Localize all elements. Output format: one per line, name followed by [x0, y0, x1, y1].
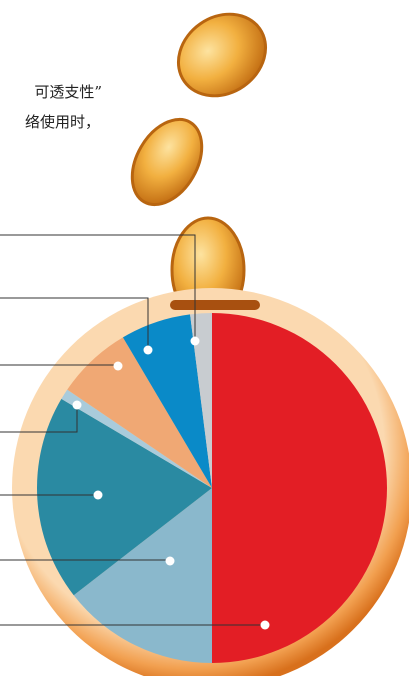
pie	[37, 313, 387, 663]
pie-slice	[37, 398, 212, 596]
pie-slice	[73, 488, 212, 663]
pie-slice	[212, 313, 387, 663]
pie-slice	[67, 337, 213, 488]
slot	[170, 300, 260, 310]
pie-slice	[122, 314, 212, 488]
coins	[130, 12, 268, 324]
leader-dots	[72, 336, 270, 630]
annotation: 可透支性”	[34, 83, 102, 101]
pie-slice	[190, 313, 212, 488]
annotation: 络使用时，	[25, 113, 100, 131]
pie-slice	[61, 389, 212, 488]
leader-lines	[0, 234, 265, 626]
